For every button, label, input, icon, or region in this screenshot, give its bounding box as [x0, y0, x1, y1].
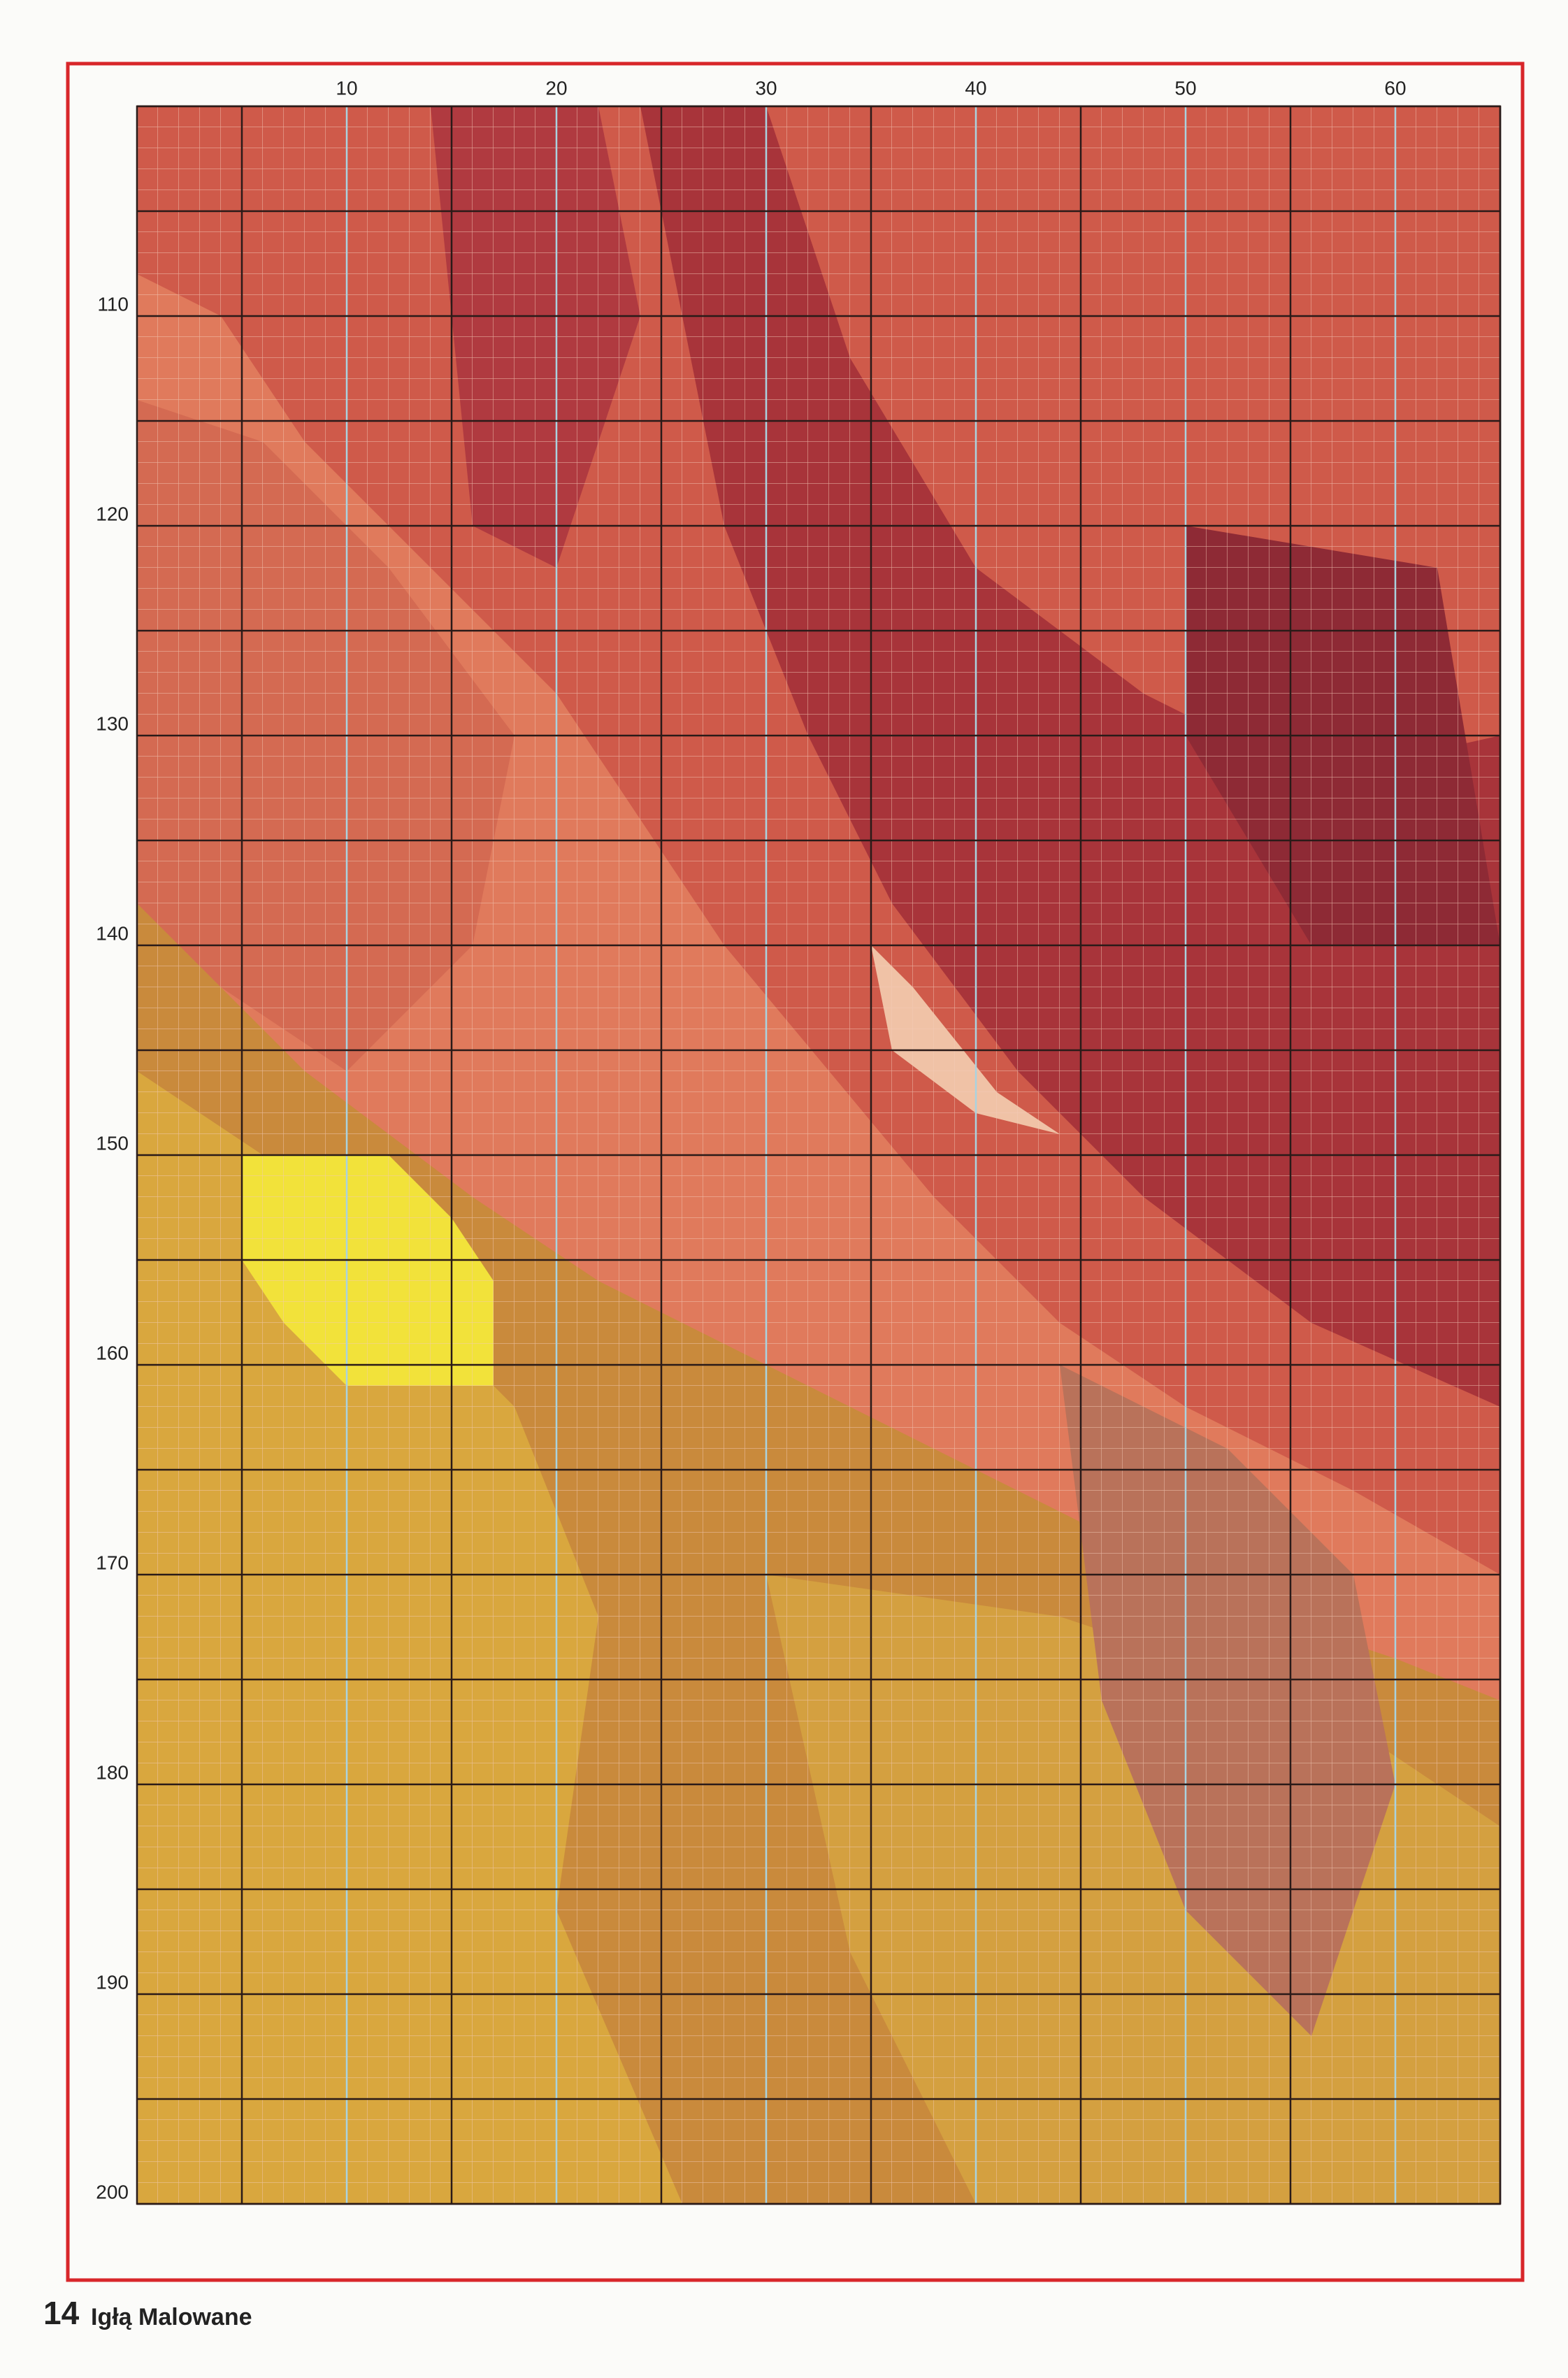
row-label: 130 [96, 712, 129, 734]
column-label: 20 [545, 77, 567, 99]
row-label: 110 [97, 293, 129, 315]
row-label: 170 [96, 1552, 129, 1573]
row-label: 200 [96, 2181, 129, 2202]
column-label: 50 [1174, 77, 1196, 99]
row-label: 120 [96, 503, 129, 524]
row-label: 180 [96, 1761, 129, 1783]
column-label: 30 [755, 77, 777, 99]
row-label: 160 [96, 1342, 129, 1363]
magazine-name: Igłą Malowane [91, 2304, 252, 2330]
grid-frame [136, 105, 1502, 2205]
row-label: 150 [96, 1132, 129, 1154]
row-label: 190 [96, 1971, 129, 1993]
row-label: 140 [96, 922, 129, 944]
page-border [66, 62, 1525, 2282]
grid-lines [136, 105, 1502, 2205]
column-label: 40 [965, 77, 986, 99]
column-label: 60 [1384, 77, 1406, 99]
grid-labels: 10 20 30 40 50 60 110 120 130 140 150 160 170 180 190 2… [96, 77, 1406, 2202]
column-label: 10 [336, 77, 357, 99]
page-number: 14 [43, 2295, 80, 2331]
